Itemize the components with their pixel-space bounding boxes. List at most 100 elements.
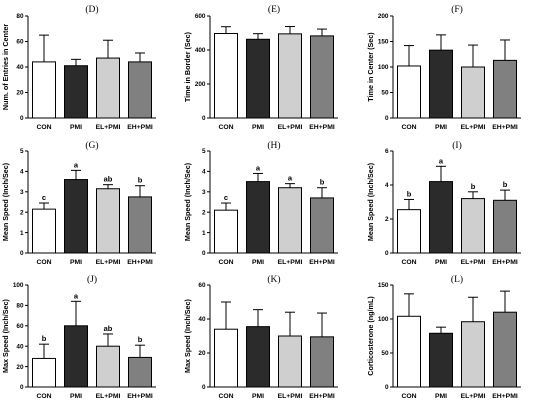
y-tick-label: 400: [195, 47, 206, 54]
bar: [493, 199, 517, 254]
significance-letter: b: [407, 189, 412, 198]
x-tick-label: CON: [401, 124, 416, 131]
y-tick-label: 60: [16, 39, 24, 46]
panel-label: (K): [267, 274, 280, 285]
y-tick-label: 0: [385, 384, 389, 391]
bar: [246, 326, 270, 388]
y-tick-label: 150: [378, 39, 389, 46]
y-tick-label: 50: [381, 90, 389, 97]
significance-letter: a: [439, 156, 444, 165]
x-tick-label: CON: [401, 393, 416, 400]
bar: [96, 188, 120, 254]
panel-label: (J): [87, 274, 97, 285]
y-tick-label: 2: [385, 216, 389, 223]
x-tick-label: EH+PMI: [127, 124, 153, 131]
bar: [429, 181, 453, 254]
y-tick-label: 60: [198, 282, 206, 289]
significance-letter: a: [74, 291, 79, 300]
significance-letter: a: [288, 174, 293, 183]
x-tick-label: EL+PMI: [278, 393, 303, 400]
y-axis-label: Time in Border (Sec): [183, 31, 192, 102]
y-tick-label: 4: [385, 182, 389, 189]
bar: [493, 311, 517, 388]
bar: [493, 59, 517, 119]
x-tick-label: CON: [36, 124, 51, 131]
bar: [278, 187, 302, 254]
x-tick-label: EL+PMI: [96, 259, 121, 266]
y-tick-label: 0: [385, 250, 389, 257]
y-tick-label: 0: [202, 384, 206, 391]
significance-letter: c: [224, 193, 228, 202]
y-axis-label: Max Speed (Inch/Sec): [183, 298, 192, 372]
x-tick-label: PMI: [435, 393, 447, 400]
y-tick-label: 4: [202, 169, 206, 176]
bar: [214, 328, 238, 388]
bar: [96, 57, 120, 119]
significance-letter: b: [138, 176, 143, 185]
bar: [429, 332, 453, 388]
y-tick-label: 100: [378, 64, 389, 71]
x-tick-label: EH+PMI: [127, 393, 153, 400]
bar: [32, 61, 56, 119]
significance-letter: b: [471, 182, 476, 191]
y-tick-label: 0: [20, 115, 24, 122]
bar: [310, 35, 334, 119]
x-tick-label: PMI: [435, 259, 447, 266]
bar: [96, 345, 120, 388]
y-tick-label: 2: [202, 209, 206, 216]
y-tick-label: 1: [20, 230, 24, 237]
bar: [461, 66, 485, 119]
x-tick-label: EH+PMI: [309, 124, 335, 131]
panel-d: (D) Num. of Entries in Center 0 20 40 60 80 CON…: [1, 4, 156, 131]
significance-letter: ab: [104, 324, 113, 333]
y-tick-label: 80: [16, 13, 24, 20]
x-tick-label: EL+PMI: [96, 124, 121, 131]
y-tick-label: 0: [385, 115, 389, 122]
y-tick-label: 40: [16, 343, 24, 350]
bar: [397, 315, 421, 388]
bar: [461, 198, 485, 254]
panel-label: (G): [85, 140, 98, 151]
x-tick-label: EH+PMI: [492, 124, 518, 131]
x-tick-label: PMI: [70, 124, 82, 131]
panel-label: (F): [451, 4, 463, 15]
y-tick-label: 5: [20, 148, 24, 155]
bar: [310, 197, 334, 254]
bar: [214, 33, 238, 119]
y-axis-label: Corticosterone (ng/mL): [366, 296, 375, 376]
bar: [64, 325, 88, 388]
panel-label: (E): [268, 4, 280, 15]
panel-label: (H): [267, 140, 280, 151]
bar: [246, 38, 270, 119]
y-tick-label: 0: [20, 384, 24, 391]
x-tick-label: EL+PMI: [278, 259, 303, 266]
significance-letter: ab: [104, 175, 113, 184]
y-tick-label: 200: [195, 81, 206, 88]
significance-letter: b: [503, 180, 508, 189]
significance-letter: c: [42, 193, 46, 202]
y-axis-label: Max Speed (Inch/Sec): [1, 298, 10, 372]
y-tick-label: 4: [20, 169, 24, 176]
y-tick-label: 100: [13, 282, 24, 289]
y-axis-label: Mean Speed (Inch/Sec): [183, 162, 192, 241]
x-tick-label: EL+PMI: [461, 124, 486, 131]
y-tick-label: 20: [16, 364, 24, 371]
x-tick-label: CON: [36, 259, 51, 266]
x-tick-label: EH+PMI: [492, 393, 518, 400]
bar: [310, 336, 334, 388]
panel-f: (F) Time in Center (Sec) 0 50 100 150 200 CON PM…: [366, 4, 521, 131]
panel-l: (L) Corticosterone (ng/mL) 0 50 100 150 CON PMI…: [366, 274, 521, 400]
bar: [214, 209, 238, 254]
x-tick-label: EH+PMI: [309, 259, 335, 266]
x-tick-label: PMI: [70, 393, 82, 400]
bar: [32, 357, 56, 388]
panel-label: (I): [452, 140, 462, 151]
x-tick-label: EH+PMI: [127, 259, 153, 266]
bar: [128, 196, 152, 254]
panel-k: (K) Max Speed (Inch/Sec) 0 20 40 60 CON PMI EL+P…: [183, 274, 338, 400]
y-tick-label: 50: [381, 350, 389, 357]
x-tick-label: CON: [218, 393, 233, 400]
y-tick-label: 200: [378, 13, 389, 20]
x-tick-label: CON: [36, 393, 51, 400]
